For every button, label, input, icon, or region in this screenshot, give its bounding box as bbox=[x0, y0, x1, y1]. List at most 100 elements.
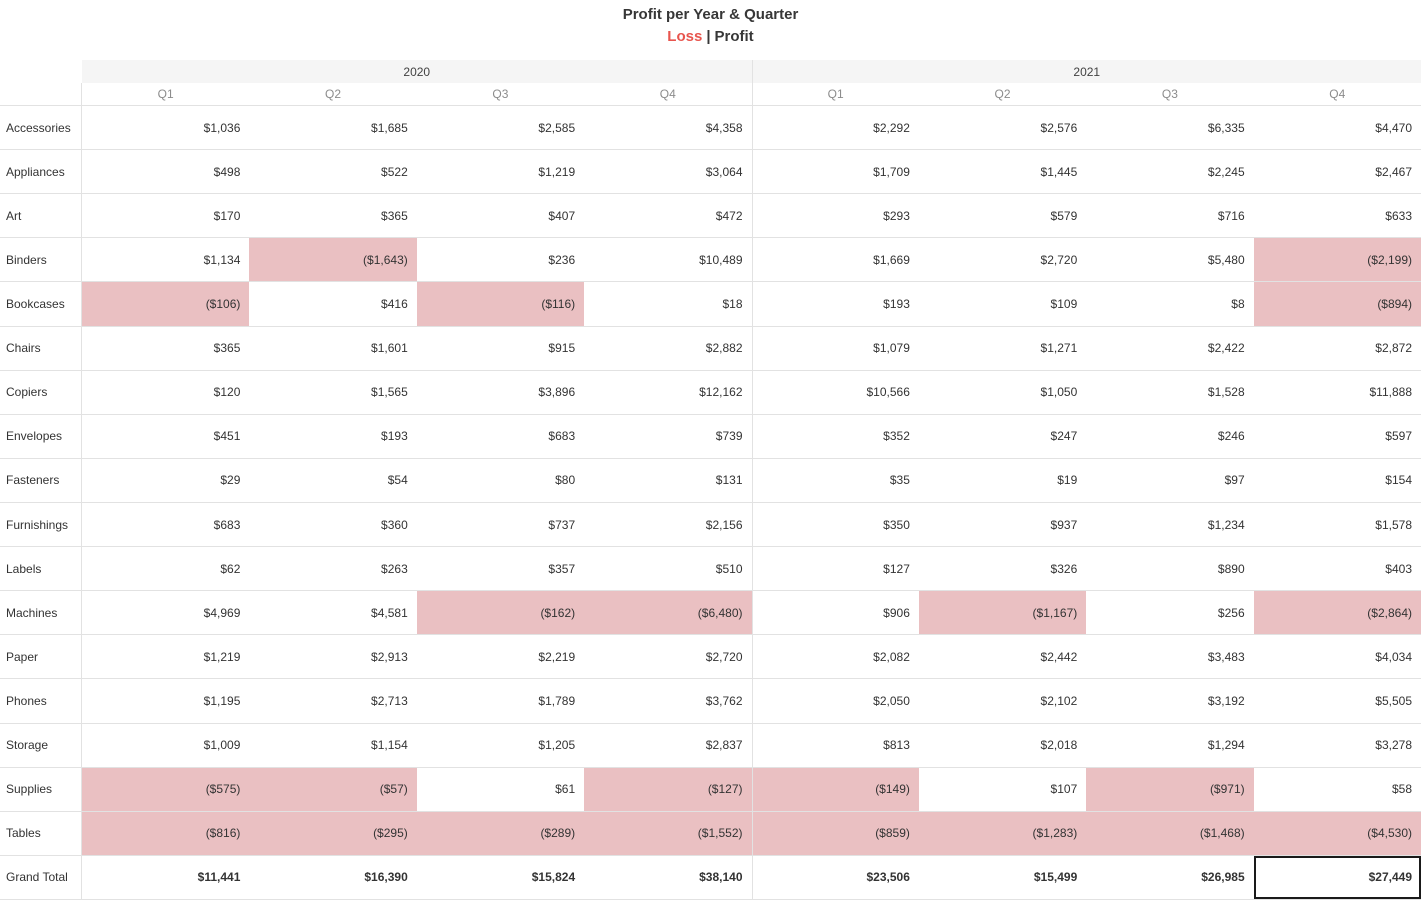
row-label-supplies[interactable]: Supplies bbox=[0, 767, 82, 812]
value-cell-paper-2020-Q2[interactable]: $2,913 bbox=[249, 635, 417, 680]
value-cell-binders-2021-Q2[interactable]: $2,720 bbox=[918, 238, 1087, 283]
value-cell-fasteners-2020-Q3[interactable]: $80 bbox=[416, 458, 585, 503]
value-cell-accessories-2021-Q2[interactable]: $2,576 bbox=[918, 106, 1087, 151]
value-cell-binders-2021-Q1[interactable]: $1,669 bbox=[751, 238, 919, 283]
value-cell-chairs-2021-Q4[interactable]: $2,872 bbox=[1253, 326, 1421, 371]
value-cell-art-2020-Q3[interactable]: $407 bbox=[416, 194, 585, 239]
row-label-furnishings[interactable]: Furnishings bbox=[0, 502, 82, 548]
value-cell-labels-2020-Q1[interactable]: $62 bbox=[82, 547, 250, 592]
row-label-binders[interactable]: Binders bbox=[0, 238, 82, 283]
value-cell-storage-2020-Q4[interactable]: $2,837 bbox=[584, 723, 752, 768]
value-cell-labels-2020-Q3[interactable]: $357 bbox=[416, 547, 585, 592]
value-cell-furnishings-2021-Q4[interactable]: $1,578 bbox=[1253, 502, 1421, 548]
value-cell-phones-2021-Q2[interactable]: $2,102 bbox=[918, 679, 1087, 724]
value-cell-supplies-2021-Q2[interactable]: $107 bbox=[918, 767, 1087, 812]
value-cell-furnishings-2021-Q1[interactable]: $350 bbox=[751, 502, 919, 548]
value-cell-paper-2020-Q1[interactable]: $1,219 bbox=[82, 635, 250, 680]
value-cell-storage-2020-Q3[interactable]: $1,205 bbox=[416, 723, 585, 768]
value-cell-binders-2020-Q3[interactable]: $236 bbox=[416, 238, 585, 283]
value-cell-tables-2021-Q2[interactable]: ($1,283) bbox=[918, 811, 1087, 856]
value-cell-envelopes-2021-Q2[interactable]: $247 bbox=[918, 414, 1087, 459]
value-cell-envelopes-2021-Q1[interactable]: $352 bbox=[751, 414, 919, 459]
value-cell-machines-2021-Q3[interactable]: $256 bbox=[1086, 591, 1254, 636]
value-cell-grand-total-2021-Q2[interactable]: $15,499 bbox=[918, 855, 1087, 900]
value-cell-binders-2020-Q2[interactable]: ($1,643) bbox=[249, 238, 417, 283]
row-label-tables[interactable]: Tables bbox=[0, 811, 82, 856]
value-cell-labels-2020-Q2[interactable]: $263 bbox=[249, 547, 417, 592]
value-cell-copiers-2021-Q3[interactable]: $1,528 bbox=[1086, 370, 1254, 415]
value-cell-machines-2021-Q1[interactable]: $906 bbox=[751, 591, 919, 636]
value-cell-grand-total-2020-Q1[interactable]: $11,441 bbox=[82, 855, 250, 900]
value-cell-phones-2020-Q4[interactable]: $3,762 bbox=[584, 679, 752, 724]
value-cell-phones-2021-Q1[interactable]: $2,050 bbox=[751, 679, 919, 724]
value-cell-bookcases-2020-Q4[interactable]: $18 bbox=[584, 282, 752, 327]
value-cell-furnishings-2021-Q3[interactable]: $1,234 bbox=[1086, 502, 1254, 548]
value-cell-art-2021-Q1[interactable]: $293 bbox=[751, 194, 919, 239]
value-cell-tables-2020-Q3[interactable]: ($289) bbox=[416, 811, 585, 856]
value-cell-labels-2020-Q4[interactable]: $510 bbox=[584, 547, 752, 592]
value-cell-tables-2020-Q2[interactable]: ($295) bbox=[249, 811, 417, 856]
value-cell-paper-2021-Q3[interactable]: $3,483 bbox=[1086, 635, 1254, 680]
value-cell-bookcases-2021-Q3[interactable]: $8 bbox=[1086, 282, 1254, 327]
value-cell-bookcases-2020-Q3[interactable]: ($116) bbox=[416, 282, 585, 327]
value-cell-supplies-2021-Q3[interactable]: ($971) bbox=[1086, 767, 1254, 812]
value-cell-machines-2020-Q3[interactable]: ($162) bbox=[416, 591, 585, 636]
value-cell-bookcases-2020-Q1[interactable]: ($106) bbox=[82, 282, 250, 327]
value-cell-phones-2021-Q3[interactable]: $3,192 bbox=[1086, 679, 1254, 724]
value-cell-paper-2021-Q4[interactable]: $4,034 bbox=[1253, 635, 1421, 680]
value-cell-storage-2021-Q4[interactable]: $3,278 bbox=[1253, 723, 1421, 768]
value-cell-appliances-2020-Q2[interactable]: $522 bbox=[249, 150, 417, 195]
value-cell-supplies-2021-Q4[interactable]: $58 bbox=[1253, 767, 1421, 812]
value-cell-accessories-2021-Q1[interactable]: $2,292 bbox=[751, 106, 919, 151]
value-cell-copiers-2020-Q4[interactable]: $12,162 bbox=[584, 370, 752, 415]
value-cell-accessories-2020-Q2[interactable]: $1,685 bbox=[249, 106, 417, 151]
value-cell-labels-2021-Q3[interactable]: $890 bbox=[1086, 547, 1254, 592]
value-cell-tables-2020-Q4[interactable]: ($1,552) bbox=[584, 811, 752, 856]
value-cell-art-2021-Q2[interactable]: $579 bbox=[918, 194, 1087, 239]
value-cell-fasteners-2021-Q1[interactable]: $35 bbox=[751, 458, 919, 503]
value-cell-paper-2021-Q2[interactable]: $2,442 bbox=[918, 635, 1087, 680]
value-cell-fasteners-2021-Q3[interactable]: $97 bbox=[1086, 458, 1254, 503]
value-cell-machines-2020-Q4[interactable]: ($6,480) bbox=[584, 591, 752, 636]
value-cell-storage-2021-Q2[interactable]: $2,018 bbox=[918, 723, 1087, 768]
value-cell-phones-2021-Q4[interactable]: $5,505 bbox=[1253, 679, 1421, 724]
value-cell-grand-total-2020-Q3[interactable]: $15,824 bbox=[416, 855, 585, 900]
value-cell-furnishings-2020-Q1[interactable]: $683 bbox=[82, 502, 250, 548]
value-cell-envelopes-2020-Q4[interactable]: $739 bbox=[584, 414, 752, 459]
value-cell-appliances-2020-Q1[interactable]: $498 bbox=[82, 150, 250, 195]
row-label-fasteners[interactable]: Fasteners bbox=[0, 458, 82, 503]
value-cell-art-2020-Q4[interactable]: $472 bbox=[584, 194, 752, 239]
value-cell-copiers-2020-Q2[interactable]: $1,565 bbox=[249, 370, 417, 415]
value-cell-chairs-2020-Q4[interactable]: $2,882 bbox=[584, 326, 752, 371]
row-label-paper[interactable]: Paper bbox=[0, 635, 82, 680]
quarter-header-2020-Q4[interactable]: Q4 bbox=[584, 83, 752, 106]
value-cell-bookcases-2021-Q1[interactable]: $193 bbox=[751, 282, 919, 327]
value-cell-furnishings-2021-Q2[interactable]: $937 bbox=[918, 502, 1087, 548]
value-cell-appliances-2021-Q2[interactable]: $1,445 bbox=[918, 150, 1087, 195]
quarter-header-2021-Q1[interactable]: Q1 bbox=[751, 83, 919, 106]
value-cell-fasteners-2021-Q4[interactable]: $154 bbox=[1253, 458, 1421, 503]
value-cell-copiers-2021-Q4[interactable]: $11,888 bbox=[1253, 370, 1421, 415]
value-cell-phones-2020-Q3[interactable]: $1,789 bbox=[416, 679, 585, 724]
value-cell-appliances-2021-Q1[interactable]: $1,709 bbox=[751, 150, 919, 195]
value-cell-binders-2021-Q4[interactable]: ($2,199) bbox=[1253, 238, 1421, 283]
value-cell-storage-2021-Q1[interactable]: $813 bbox=[751, 723, 919, 768]
value-cell-paper-2020-Q3[interactable]: $2,219 bbox=[416, 635, 585, 680]
value-cell-machines-2020-Q2[interactable]: $4,581 bbox=[249, 591, 417, 636]
row-label-accessories[interactable]: Accessories bbox=[0, 106, 82, 151]
value-cell-phones-2020-Q1[interactable]: $1,195 bbox=[82, 679, 250, 724]
value-cell-labels-2021-Q1[interactable]: $127 bbox=[751, 547, 919, 592]
value-cell-tables-2020-Q1[interactable]: ($816) bbox=[82, 811, 250, 856]
value-cell-fasteners-2020-Q4[interactable]: $131 bbox=[584, 458, 752, 503]
value-cell-art-2020-Q2[interactable]: $365 bbox=[249, 194, 417, 239]
row-label-copiers[interactable]: Copiers bbox=[0, 370, 82, 415]
quarter-header-2021-Q2[interactable]: Q2 bbox=[918, 83, 1087, 106]
row-label-bookcases[interactable]: Bookcases bbox=[0, 282, 82, 327]
value-cell-fasteners-2021-Q2[interactable]: $19 bbox=[918, 458, 1087, 503]
value-cell-paper-2021-Q1[interactable]: $2,082 bbox=[751, 635, 919, 680]
value-cell-supplies-2020-Q3[interactable]: $61 bbox=[416, 767, 585, 812]
value-cell-chairs-2021-Q1[interactable]: $1,079 bbox=[751, 326, 919, 371]
value-cell-binders-2020-Q1[interactable]: $1,134 bbox=[82, 238, 250, 283]
quarter-header-2020-Q1[interactable]: Q1 bbox=[82, 83, 250, 106]
value-cell-accessories-2020-Q4[interactable]: $4,358 bbox=[584, 106, 752, 151]
